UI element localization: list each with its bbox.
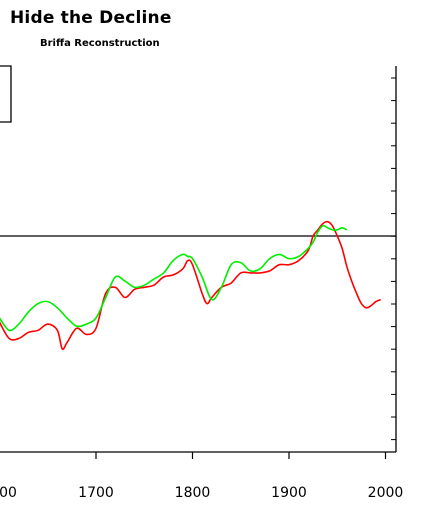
legend-box bbox=[0, 65, 12, 123]
x-tick-label: 00 bbox=[0, 485, 17, 501]
green-series-line bbox=[0, 224, 348, 332]
x-tick-label: 2000 bbox=[368, 485, 404, 501]
chart-subtitle: Briffa Reconstruction bbox=[40, 38, 160, 49]
chart-title: Hide the Decline bbox=[10, 8, 172, 28]
red-series-line bbox=[0, 220, 381, 351]
x-tick-label: 1700 bbox=[78, 485, 114, 501]
x-tick-label: 1900 bbox=[271, 485, 307, 501]
x-tick-label: 1800 bbox=[175, 485, 211, 501]
